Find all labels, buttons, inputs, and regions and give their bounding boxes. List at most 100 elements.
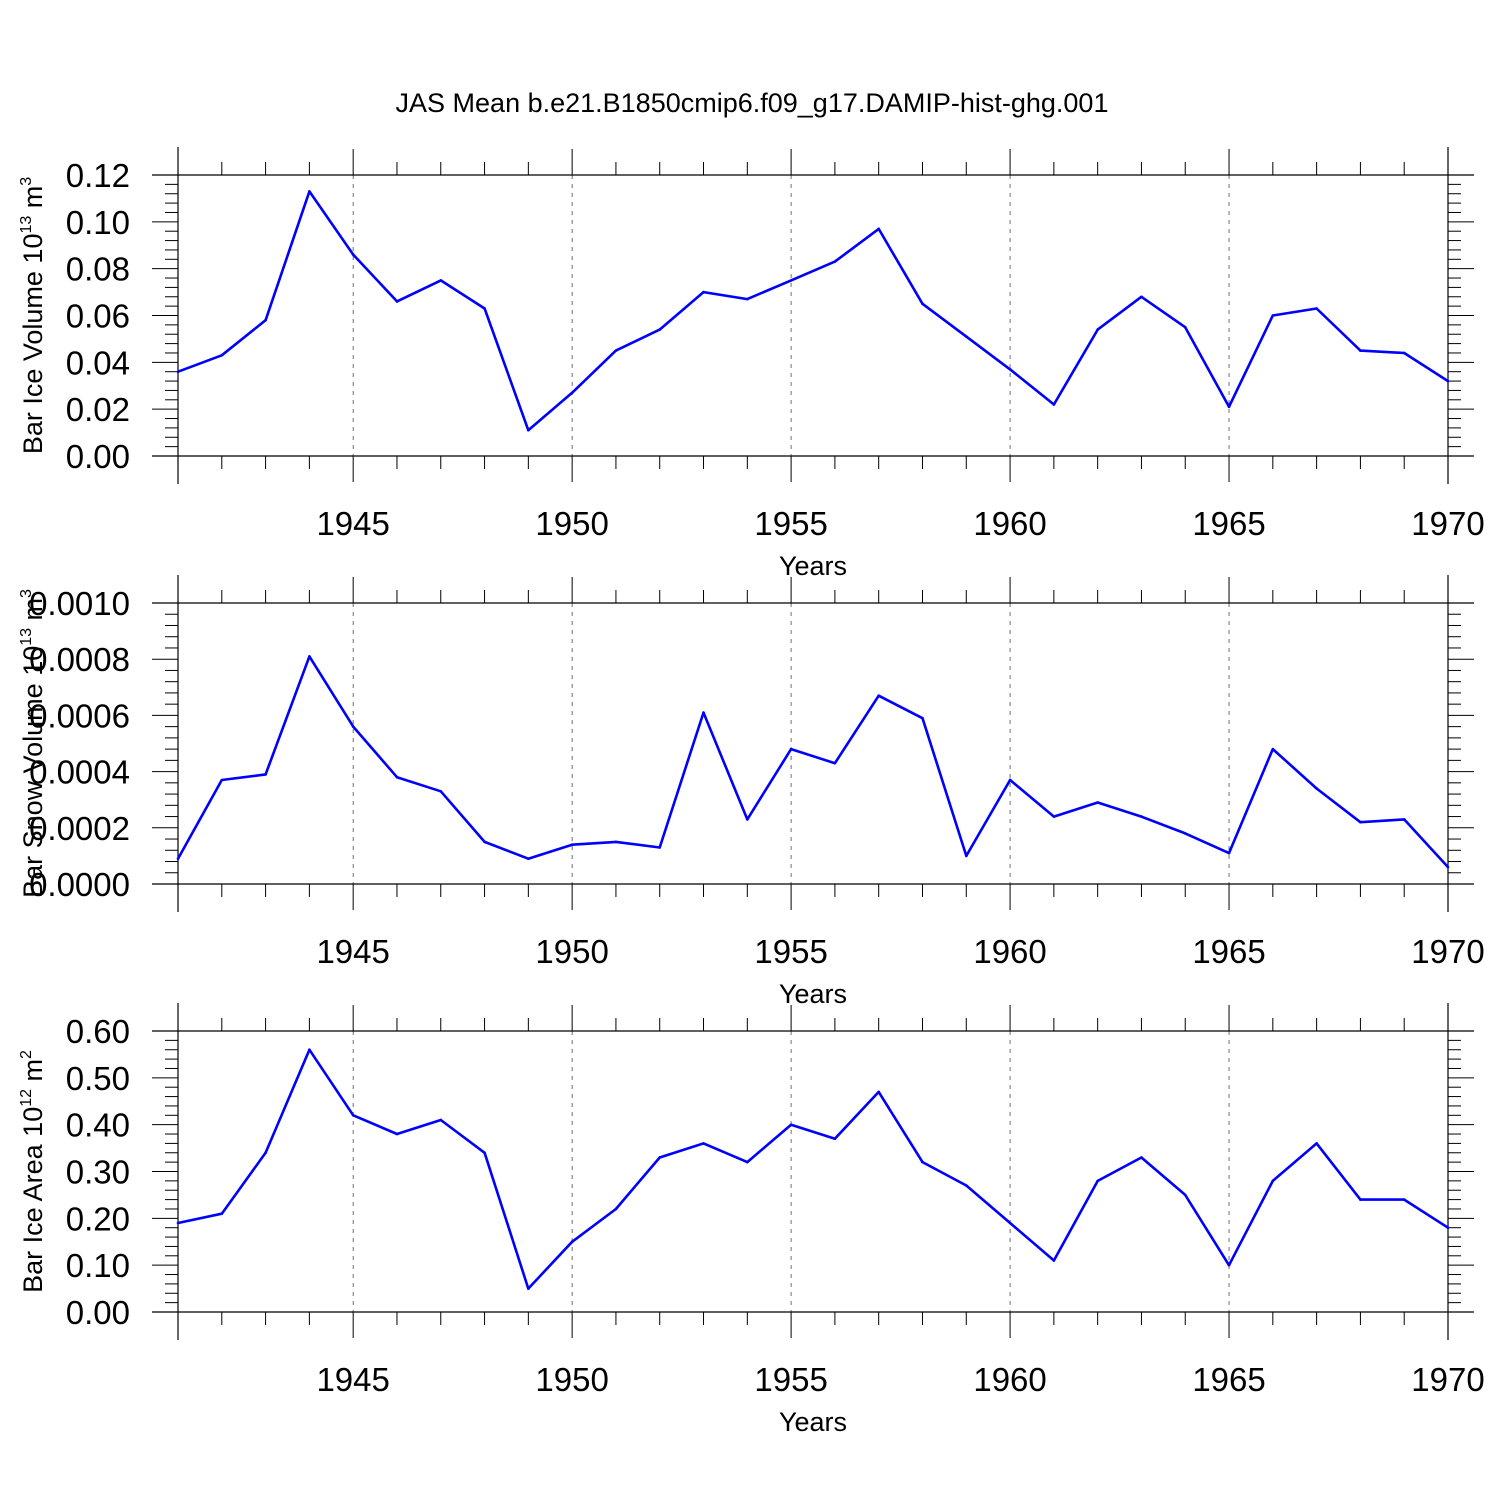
data-point [264,318,267,322]
y-tick-label: 0.10 [66,1247,130,1284]
data-point [746,297,749,301]
x-axis-label: Years [779,979,847,1009]
data-point [176,857,180,861]
x-tick-label: 1950 [535,505,608,542]
data-point [395,300,399,303]
data-point [570,391,574,395]
data-point [702,1142,705,1145]
data-point [351,253,355,256]
y-axis-label-unit-exponent: 2 [18,1050,35,1059]
x-axis-label: Years [779,1407,847,1437]
data-point [264,1151,267,1155]
data-point [1096,1179,1099,1183]
x-tick-label: 1955 [754,505,827,542]
y-tick-label: 0.0006 [29,697,130,734]
data-point [1052,1259,1056,1262]
data-point [1052,815,1056,818]
x-tick-label: 1955 [754,933,827,970]
data-point [176,1221,180,1225]
y-tick-label: 0.20 [66,1200,130,1237]
x-tick-label: 1970 [1411,505,1484,542]
y-axis-label: Bar Ice Volume 1013 m3 [18,177,48,454]
data-point [702,711,705,714]
y-tick-label: 0.40 [66,1107,130,1144]
data-point [964,1184,968,1187]
data-point [1140,1156,1143,1159]
data-point [614,840,618,844]
y-tick-label: 0.30 [66,1154,130,1191]
data-point [570,1240,574,1244]
y-axis-label-exponent: 13 [18,216,35,234]
data-point [1271,314,1275,317]
y-tick-label: 0.00 [66,1294,130,1331]
data-point [439,279,443,282]
data-point [789,279,793,282]
x-tick-label: 1960 [973,505,1046,542]
x-tick-label: 1965 [1192,505,1265,542]
y-tick-label: 0.50 [66,1060,130,1097]
figure-title: JAS Mean b.e21.B1850cmip6.f09_g17.DAMIP-… [396,88,1109,118]
x-tick-label: 1965 [1192,933,1265,970]
x-tick-label: 1950 [535,933,608,970]
data-point [308,1048,311,1052]
data-point [483,840,486,844]
data-point [833,761,837,765]
data-point [1008,1221,1012,1225]
data-point [1096,328,1099,331]
data-point [1183,1193,1187,1197]
data-point [658,1156,662,1159]
data-point [658,846,662,849]
y-tick-label: 0.12 [66,157,130,194]
data-point [964,854,968,858]
data-point [658,328,662,331]
data-point [1446,379,1450,383]
y-axis-label-unit: m [18,598,48,628]
chart-panel-top: 0.00 0.02 0.04 0.06 0.08 0.10 0.12 1945 1950 1955… [18,147,1485,581]
data-point [176,370,180,374]
series-line-top [177,190,1449,432]
y-axis-label-exponent: 13 [18,628,35,646]
data-point [746,818,749,821]
data-point [1315,787,1318,790]
data-point [395,1132,399,1136]
data-point [527,1287,530,1290]
data-point [1227,1263,1231,1267]
y-axis-label: Bar Ice Area 1012 m2 [18,1050,48,1293]
y-axis-label-text: Bar Ice Volume 10 [18,234,48,455]
data-point [1315,307,1318,310]
data-point [702,290,705,294]
data-point [614,1207,618,1211]
data-point [1271,747,1275,751]
x-tick-label: 1945 [316,505,389,542]
y-tick-label: 0.0004 [29,754,130,791]
data-point [1052,403,1056,406]
y-tick-label: 0.60 [66,1013,130,1050]
x-tick-label: 1955 [754,1361,827,1398]
data-point [1183,325,1187,329]
data-point [1227,405,1231,409]
data-point [1446,1226,1450,1229]
data-point [1271,1179,1275,1183]
x-tick-label: 1945 [316,1361,389,1398]
data-point [921,302,924,306]
y-tick-label: 0.06 [66,298,130,335]
y-tick-label: 0.0002 [29,810,130,847]
x-axis-label: Years [779,551,847,581]
data-point [1140,815,1143,818]
data-point [395,775,399,779]
y-axis-label-unit: m [18,186,48,216]
y-tick-label: 0.02 [66,391,130,428]
x-tick-label: 1960 [973,1361,1046,1398]
data-point [921,1160,924,1164]
data-point [1402,351,1406,355]
data-point [220,354,224,357]
data-point [1359,349,1362,352]
data-point [1008,368,1012,371]
y-axis-label: Bar Snow Volume 1013 m3 [18,589,48,898]
x-tick-label: 1945 [316,933,389,970]
data-point [220,1212,224,1215]
y-tick-label: 0.00 [66,438,130,475]
data-point [308,655,311,658]
y-tick-label: 0.0010 [29,585,130,622]
